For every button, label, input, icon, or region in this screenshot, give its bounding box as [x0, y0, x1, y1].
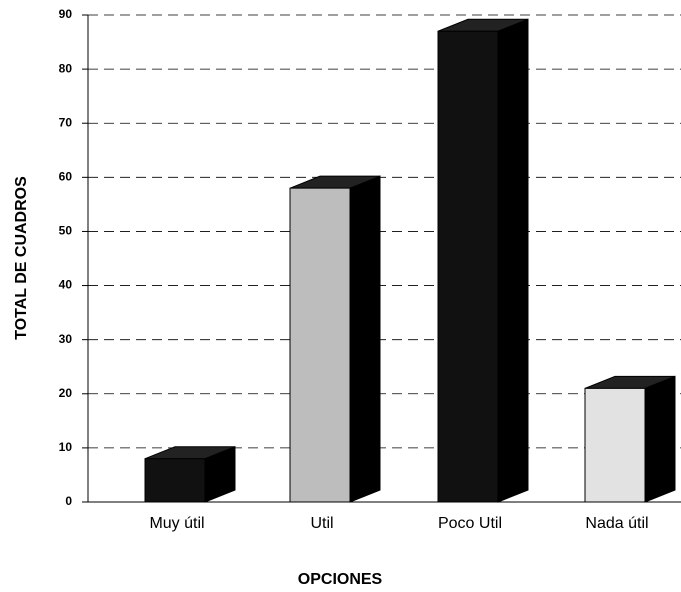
x-tick-label: Muy útil: [149, 515, 204, 532]
y-tick-label: 70: [59, 115, 73, 129]
y-tick-label: 10: [59, 440, 73, 454]
x-tick-label: Poco Util: [438, 515, 502, 532]
y-tick-label: 40: [59, 278, 73, 292]
bar: [289, 175, 381, 503]
x-tick-label: Nada útil: [585, 515, 648, 532]
bar: [584, 375, 676, 503]
y-tick-label: 0: [65, 494, 72, 508]
y-tick-label: 80: [59, 61, 73, 75]
y-tick-label: 30: [59, 332, 73, 346]
bar-side: [644, 375, 676, 503]
y-tick-label: 20: [59, 386, 73, 400]
x-tick-label: Util: [310, 515, 333, 532]
bar: [437, 18, 529, 503]
bar-front: [584, 387, 646, 503]
y-tick-label: 50: [59, 224, 73, 238]
y-axis-label: TOTAL DE CUADROS: [13, 176, 30, 340]
x-axis-label: OPCIONES: [298, 571, 383, 588]
bar-front: [144, 458, 206, 503]
bar-front: [437, 30, 499, 503]
bar: [144, 445, 236, 503]
y-tick-label: 90: [59, 7, 73, 21]
bar-side: [349, 175, 381, 503]
bar-front: [289, 187, 351, 503]
bar-side: [497, 18, 529, 503]
y-tick-label: 60: [59, 170, 73, 184]
